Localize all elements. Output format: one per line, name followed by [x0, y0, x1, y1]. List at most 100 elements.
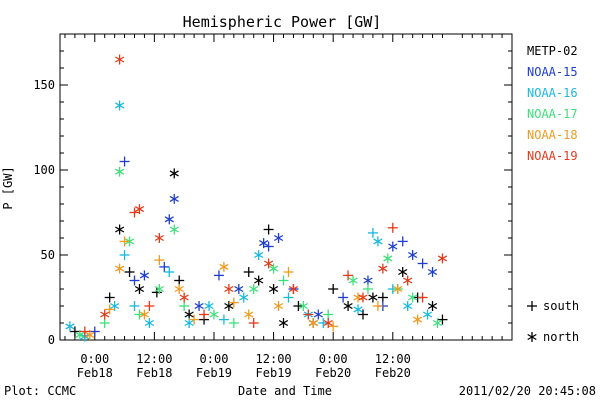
data-point-south — [323, 309, 334, 320]
data-point-south — [417, 258, 428, 269]
data-point-north — [358, 292, 368, 303]
data-point-north — [388, 241, 398, 252]
data-point-south — [397, 236, 408, 247]
data-point-north — [100, 309, 110, 320]
data-point-south — [218, 314, 229, 325]
data-point-north — [139, 309, 150, 320]
data-point-south — [174, 275, 185, 286]
data-point-south — [129, 301, 140, 311]
chart-title: Hemispheric Power [GW] — [183, 13, 382, 31]
data-point-south — [164, 267, 175, 277]
data-point-south — [89, 326, 100, 337]
data-point-north — [144, 318, 155, 328]
legend-entry: NOAA-16 — [527, 86, 578, 100]
data-point-south — [129, 275, 140, 286]
data-point-south — [179, 301, 190, 311]
data-point-north — [408, 250, 418, 260]
data-point-north — [224, 284, 234, 294]
legend-entry: NOAA-15 — [527, 65, 578, 79]
data-point-south — [263, 241, 274, 252]
data-point-north — [383, 253, 393, 264]
data-point-south — [159, 261, 170, 272]
series-legend: METP-02 NOAA-15 NOAA-16 NOAA-17 NOAA-18 NOAA-… — [527, 44, 578, 163]
data-point-south — [119, 250, 130, 260]
data-point-south — [293, 301, 304, 311]
data-point-north — [403, 301, 413, 311]
legend-entry: NOAA-19 — [527, 149, 578, 163]
data-point-south — [213, 270, 224, 281]
data-point-north — [134, 284, 145, 294]
marker-legend-label: north — [543, 330, 579, 344]
data-point-north — [313, 309, 323, 320]
data-point-south — [248, 318, 259, 328]
data-point-north — [278, 318, 289, 328]
data-point-south — [343, 270, 354, 281]
data-point-south — [377, 292, 388, 303]
data-point-north — [139, 270, 150, 281]
data-point-north — [437, 253, 448, 264]
data-point-north — [398, 267, 408, 277]
x-tick-date: Feb19 — [196, 366, 232, 380]
data-point-north — [273, 233, 284, 243]
data-point-north — [353, 292, 363, 303]
data-point-south — [119, 156, 130, 167]
data-point-north — [254, 275, 264, 286]
data-point-north — [114, 224, 125, 235]
data-point-north — [348, 275, 358, 286]
data-point-south — [338, 292, 349, 303]
x-tick-date: Feb18 — [77, 366, 113, 380]
data-point-north — [268, 284, 279, 294]
data-point-north — [268, 263, 279, 274]
data-point-north — [432, 318, 443, 328]
legend-entry: METP-02 — [527, 44, 578, 58]
data-point-north — [219, 261, 229, 272]
data-point-north — [114, 166, 125, 177]
data-point-north — [114, 263, 125, 274]
plot-frame — [59, 33, 513, 341]
footer-source: Plot: CCMC — [4, 384, 76, 398]
data-point-south — [129, 207, 140, 218]
x-tick-date: Feb19 — [256, 366, 292, 380]
data-point-south — [189, 314, 200, 325]
data-point-south — [151, 287, 162, 298]
data-point-south — [318, 318, 329, 328]
data-point-north — [323, 318, 333, 328]
data-point-south — [367, 227, 378, 238]
data-point-south — [99, 318, 110, 328]
data-point-south — [303, 309, 314, 320]
data-point-north — [169, 168, 179, 179]
data-point-north — [244, 309, 254, 320]
y-tick-label: 50 — [41, 248, 55, 262]
data-point-south — [283, 292, 294, 303]
data-point-north — [114, 100, 125, 111]
data-point-north — [179, 292, 189, 303]
data-point-north — [169, 224, 179, 235]
data-point-south — [154, 255, 165, 266]
data-point-south — [104, 292, 115, 303]
data-point-north — [239, 292, 249, 303]
data-point-north — [154, 284, 164, 294]
data-point-north — [427, 301, 438, 311]
data-point-north — [412, 314, 423, 325]
data-point-south — [228, 297, 239, 308]
x-axis-label: Date and Time — [238, 384, 332, 398]
legend-north-marker — [527, 332, 537, 342]
marker-legend-label: south — [543, 299, 579, 313]
data-point-south — [437, 314, 448, 325]
data-point-south — [263, 224, 274, 235]
data-point-north — [403, 275, 413, 286]
data-point-south — [328, 284, 339, 294]
data-point-south — [328, 321, 339, 332]
x-tick-time: 0:00 — [80, 352, 109, 366]
data-point-north — [194, 301, 204, 311]
x-tick-time: 0:00 — [200, 352, 229, 366]
data-point-south — [79, 326, 90, 337]
data-point-south — [243, 267, 254, 277]
data-point-north — [209, 309, 219, 320]
data-point-north — [427, 267, 438, 277]
y-axis: 0 50 100 150 — [33, 50, 512, 347]
data-point-north — [164, 214, 174, 225]
data-point-south — [69, 326, 80, 337]
x-axis: 0:00Feb1812:00Feb180:00Feb1912:00Feb190:… — [64, 34, 503, 380]
data-point-south — [104, 304, 115, 315]
